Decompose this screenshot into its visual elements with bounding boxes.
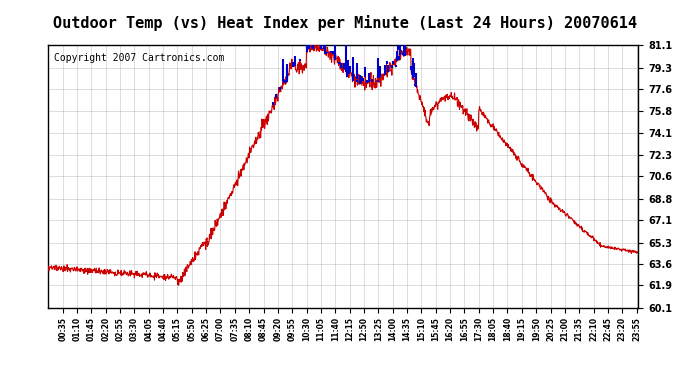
Text: Outdoor Temp (vs) Heat Index per Minute (Last 24 Hours) 20070614: Outdoor Temp (vs) Heat Index per Minute … [53,15,637,31]
Text: Copyright 2007 Cartronics.com: Copyright 2007 Cartronics.com [55,53,224,63]
